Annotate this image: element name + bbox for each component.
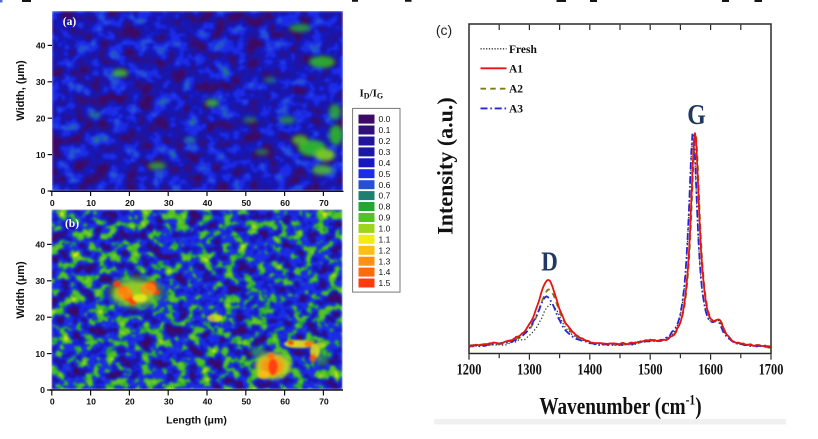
svg-text:(b): (b) (65, 218, 79, 230)
svg-text:0.1: 0.1 (379, 125, 391, 135)
svg-text:Wavenumber (cm-1): Wavenumber (cm-1) (539, 391, 701, 419)
svg-text:10: 10 (36, 150, 46, 160)
svg-text:Width (μm): Width (μm) (15, 261, 27, 319)
svg-text:0.2: 0.2 (379, 136, 391, 146)
svg-text:0: 0 (50, 198, 55, 208)
svg-text:1.3: 1.3 (379, 256, 391, 266)
svg-text:50: 50 (241, 198, 251, 208)
svg-text:A3: A3 (509, 103, 523, 115)
svg-text:G: G (687, 99, 706, 130)
svg-text:0.4: 0.4 (379, 158, 391, 168)
svg-text:1200: 1200 (457, 361, 482, 379)
svg-text:30: 30 (164, 198, 174, 208)
svg-text:10: 10 (86, 397, 96, 407)
svg-text:0: 0 (40, 385, 45, 395)
svg-text:20: 20 (35, 312, 45, 322)
svg-text:A2: A2 (509, 84, 523, 96)
svg-text:40: 40 (203, 397, 213, 407)
svg-text:0: 0 (50, 397, 55, 407)
svg-text:10: 10 (35, 349, 45, 359)
svg-text:30: 30 (36, 77, 46, 87)
svg-text:60: 60 (280, 198, 290, 208)
svg-text:20: 20 (125, 198, 135, 208)
svg-text:30: 30 (35, 276, 45, 286)
svg-text:1600: 1600 (698, 361, 723, 379)
svg-text:70: 70 (319, 397, 329, 407)
svg-text:0.0: 0.0 (379, 114, 391, 124)
svg-text:20: 20 (125, 397, 135, 407)
svg-text:0.8: 0.8 (379, 202, 391, 212)
svg-text:40: 40 (36, 41, 46, 51)
svg-text:0: 0 (41, 186, 46, 196)
svg-text:0.6: 0.6 (379, 180, 391, 190)
svg-text:50: 50 (241, 397, 251, 407)
svg-text:40: 40 (203, 198, 213, 208)
svg-text:0.9: 0.9 (379, 213, 391, 223)
svg-text:1400: 1400 (577, 361, 602, 379)
svg-text:60: 60 (280, 397, 290, 407)
svg-text:10: 10 (86, 198, 96, 208)
svg-text:1300: 1300 (517, 361, 542, 379)
svg-text:1.4: 1.4 (379, 267, 391, 277)
svg-text:0.7: 0.7 (379, 191, 391, 201)
svg-text:1700: 1700 (759, 361, 784, 379)
svg-text:20: 20 (36, 113, 46, 123)
svg-text:0.3: 0.3 (379, 147, 391, 157)
svg-text:1.0: 1.0 (379, 224, 391, 234)
svg-text:A1: A1 (509, 63, 523, 75)
svg-text:70: 70 (319, 198, 329, 208)
svg-text:Fresh: Fresh (509, 44, 538, 56)
svg-text:1.2: 1.2 (379, 245, 391, 255)
svg-text:ID/IG: ID/IG (360, 88, 384, 101)
svg-text:(c): (c) (436, 22, 452, 38)
svg-text:Intensity (a.u.): Intensity (a.u.) (433, 97, 458, 235)
svg-text:1.1: 1.1 (379, 234, 391, 244)
svg-text:Length (μm): Length (μm) (166, 415, 227, 427)
svg-text:Width, (μm): Width, (μm) (15, 60, 27, 121)
svg-text:1500: 1500 (638, 361, 663, 379)
svg-text:1.5: 1.5 (379, 278, 391, 288)
svg-text:30: 30 (164, 397, 174, 407)
svg-text:(a): (a) (63, 16, 77, 28)
svg-text:0.5: 0.5 (379, 169, 391, 179)
svg-text:40: 40 (35, 240, 45, 250)
svg-text:D: D (541, 248, 558, 277)
